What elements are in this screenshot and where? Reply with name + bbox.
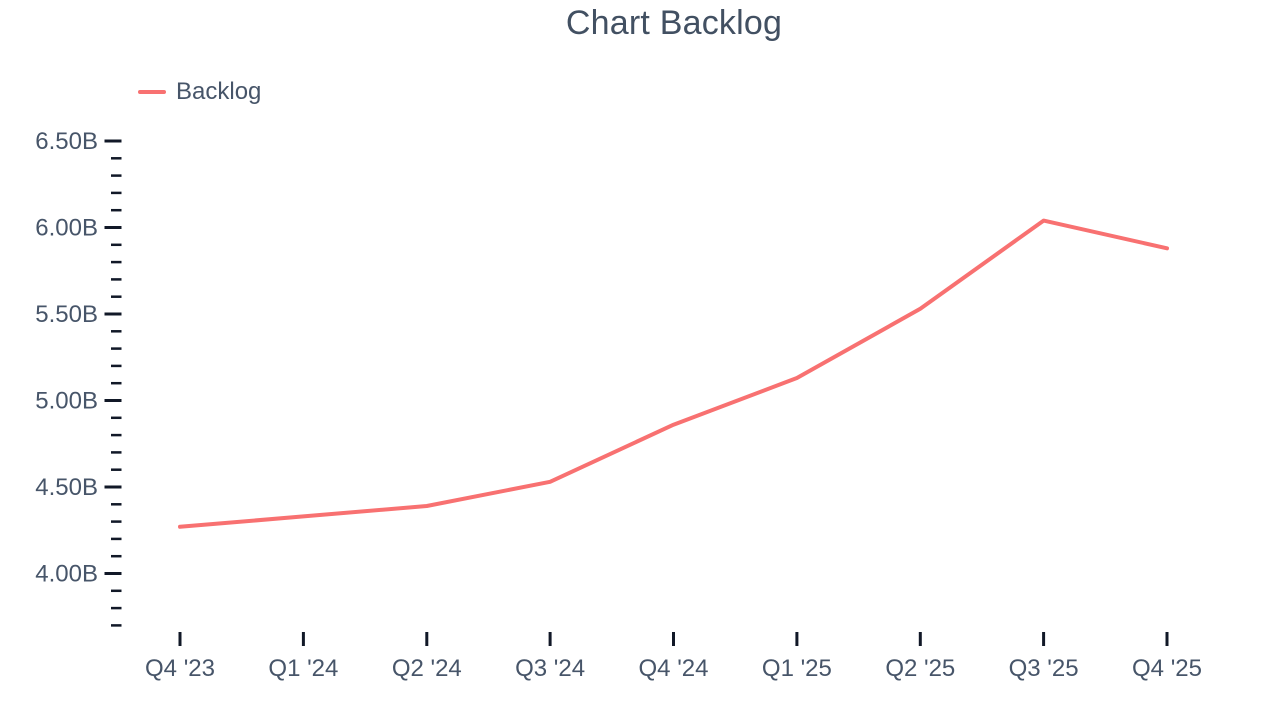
y-axis-label: 5.00B [35, 388, 98, 415]
legend-line-swatch [138, 90, 166, 94]
x-axis-label: Q2 '25 [885, 655, 955, 682]
x-axis-label: Q1 '25 [762, 655, 832, 682]
legend-item-backlog[interactable]: Backlog [138, 80, 261, 104]
x-axis-label: Q3 '25 [1009, 655, 1079, 682]
y-axis-label: 4.50B [35, 474, 98, 501]
x-axis-label: Q4 '24 [639, 655, 709, 682]
x-axis-label: Q1 '24 [268, 655, 338, 682]
y-axis-label: 6.50B [35, 128, 98, 155]
series-line-backlog [178, 218, 1169, 529]
y-axis-label: 5.50B [35, 301, 98, 328]
legend-label: Backlog [176, 78, 262, 105]
chart-title: Chart Backlog [565, 4, 783, 42]
x-axis-label: Q3 '24 [515, 655, 585, 682]
legend: Backlog [138, 80, 261, 104]
y-axis-label: 6.00B [35, 215, 98, 242]
x-axis-label: Q2 '24 [392, 655, 462, 682]
x-axis-label: Q4 '23 [145, 655, 215, 682]
y-axis-label: 4.00B [35, 561, 98, 588]
x-axis-label: Q4 '25 [1132, 655, 1202, 682]
